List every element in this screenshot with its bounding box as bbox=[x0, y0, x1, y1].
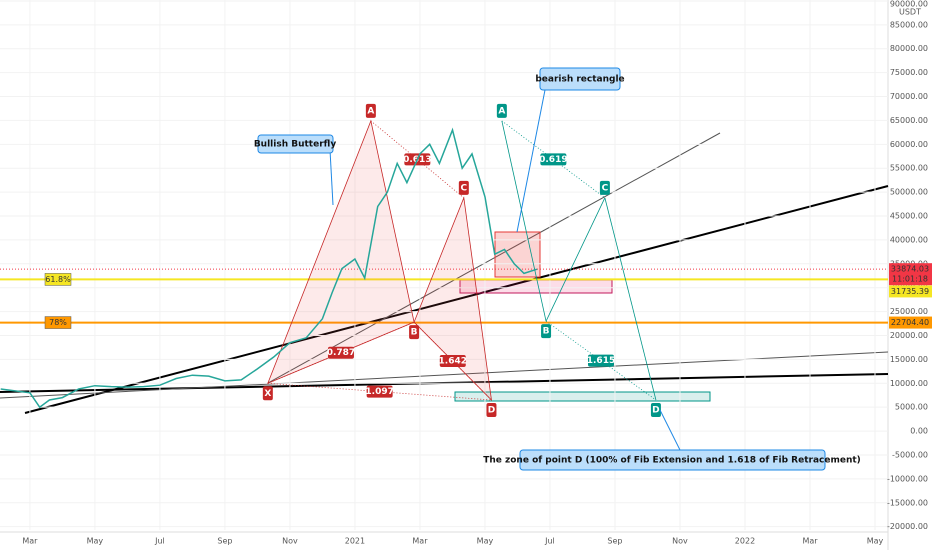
x-tick-label: Mar bbox=[802, 537, 818, 546]
pattern-point-label: C bbox=[602, 183, 609, 193]
callout-box bbox=[539, 67, 621, 91]
axis-unit: USDT bbox=[899, 8, 921, 17]
callout: Bullish Butterfly bbox=[254, 140, 337, 150]
callout-box bbox=[519, 449, 826, 471]
pattern-point-label: B bbox=[543, 327, 550, 337]
d-zone bbox=[454, 391, 711, 402]
ratio-tag bbox=[540, 153, 567, 166]
price-tag-label: 33874.03 bbox=[891, 265, 929, 274]
ratio-label: 1.097 bbox=[365, 387, 393, 397]
ratio-line bbox=[267, 321, 415, 384]
pattern-leg bbox=[501, 120, 547, 322]
ratio-line bbox=[501, 120, 606, 199]
y-tick-label: 50000.00 bbox=[890, 188, 928, 197]
y-tick-label: 90000.00 bbox=[890, 0, 928, 8]
plot-area bbox=[0, 0, 888, 532]
pattern-point-label: A bbox=[498, 106, 505, 116]
pattern-leg bbox=[604, 197, 657, 401]
y-tick-label: 60000.00 bbox=[890, 140, 928, 149]
zone bbox=[459, 279, 613, 294]
ratio-line bbox=[267, 382, 492, 401]
pattern-point bbox=[262, 386, 273, 401]
level-name: 61.8% bbox=[45, 275, 71, 284]
pattern-point-label: D bbox=[488, 406, 495, 416]
level-tag bbox=[44, 316, 72, 329]
y-tick-label: -15000.00 bbox=[887, 498, 928, 507]
x-tick-label: Nov bbox=[672, 537, 688, 546]
price-tag bbox=[889, 316, 932, 329]
price-tag bbox=[889, 285, 932, 298]
y-tick-label: -5000.00 bbox=[892, 450, 928, 459]
x-tick-label: Sep bbox=[607, 537, 622, 546]
pattern-point bbox=[365, 103, 376, 118]
x-tick-label: May bbox=[87, 537, 104, 546]
pattern-point-label: C bbox=[461, 183, 468, 193]
price-tag-label: 31735.39 bbox=[891, 287, 929, 296]
ratio-label: 1.642 bbox=[439, 357, 467, 367]
price-tag-time: 11:01:18 bbox=[892, 275, 928, 284]
y-tick-label: 80000.00 bbox=[890, 44, 928, 53]
price-tag bbox=[889, 263, 932, 286]
ratio-label: 0.787 bbox=[327, 348, 355, 358]
callout-box bbox=[257, 134, 334, 154]
y-tick-label: 25000.00 bbox=[890, 307, 928, 316]
ratio-label: 0.619 bbox=[539, 155, 567, 165]
callout-pointer bbox=[659, 409, 681, 451]
y-tick-label: 40000.00 bbox=[890, 235, 928, 244]
y-tick-label: 45000.00 bbox=[890, 212, 928, 221]
y-tick-label: -20000.00 bbox=[887, 522, 928, 531]
y-tick-label: 65000.00 bbox=[890, 116, 928, 125]
callout-pointer bbox=[516, 89, 546, 233]
x-tick-label: May bbox=[477, 537, 494, 546]
x-tick-label: May bbox=[867, 537, 884, 546]
x-tick-label: Sep bbox=[217, 537, 232, 546]
y-tick-label: 75000.00 bbox=[890, 68, 928, 77]
callout: bearish rectangle bbox=[535, 75, 624, 85]
ratio-tag bbox=[366, 385, 393, 398]
y-tick-label: 20000.00 bbox=[890, 331, 928, 340]
layer: 61.8%78%0.6130.7871.6421.0970.6191.615XA… bbox=[0, 0, 888, 530]
ratio-tag bbox=[439, 355, 466, 368]
x-tick-label: Jul bbox=[544, 537, 555, 546]
level-tag bbox=[44, 273, 72, 286]
pattern-leg bbox=[545, 197, 606, 322]
y-tick-label: -10000.00 bbox=[887, 474, 928, 483]
trend-line bbox=[267, 132, 721, 384]
price-tag-label: 22704.40 bbox=[891, 318, 929, 327]
y-tick-label: 55000.00 bbox=[890, 164, 928, 173]
pattern-point bbox=[409, 325, 420, 340]
pattern-point bbox=[486, 403, 497, 418]
ratio-tag bbox=[587, 354, 614, 367]
ratio-label: 1.615 bbox=[587, 356, 615, 366]
y-tick-label: 5000.00 bbox=[895, 403, 928, 412]
trend-line bbox=[24, 185, 889, 414]
pattern-point-label: D bbox=[652, 406, 659, 416]
level-name: 78% bbox=[49, 318, 67, 327]
y-tick-label: 0.00 bbox=[910, 427, 928, 436]
pattern-point bbox=[541, 324, 552, 339]
y-tick-label: 85000.00 bbox=[890, 20, 928, 29]
y-tick-label: 10000.00 bbox=[890, 379, 928, 388]
pattern-point bbox=[650, 403, 661, 418]
x-tick-label: Jul bbox=[154, 537, 165, 546]
x-tick-label: Mar bbox=[22, 537, 38, 546]
x-tick-label: Nov bbox=[282, 537, 298, 546]
x-tick-label: 2021 bbox=[345, 537, 365, 546]
pattern-point-label: X bbox=[264, 389, 271, 399]
callout: The zone of point D (100% of Fib Extensi… bbox=[483, 456, 861, 466]
y-tick-label: 70000.00 bbox=[890, 92, 928, 101]
pattern-point-label: A bbox=[367, 106, 374, 116]
callout-pointer bbox=[329, 149, 334, 206]
pattern-point bbox=[458, 180, 469, 195]
x-tick-label: 2022 bbox=[735, 537, 755, 546]
pattern-point bbox=[599, 180, 610, 195]
pattern-point-label: B bbox=[411, 328, 418, 338]
ratio-tag bbox=[327, 346, 354, 359]
x-tick-label: Mar bbox=[412, 537, 428, 546]
pattern-point bbox=[496, 103, 507, 118]
y-tick-label: 15000.00 bbox=[890, 355, 928, 364]
price-line bbox=[0, 127, 538, 409]
